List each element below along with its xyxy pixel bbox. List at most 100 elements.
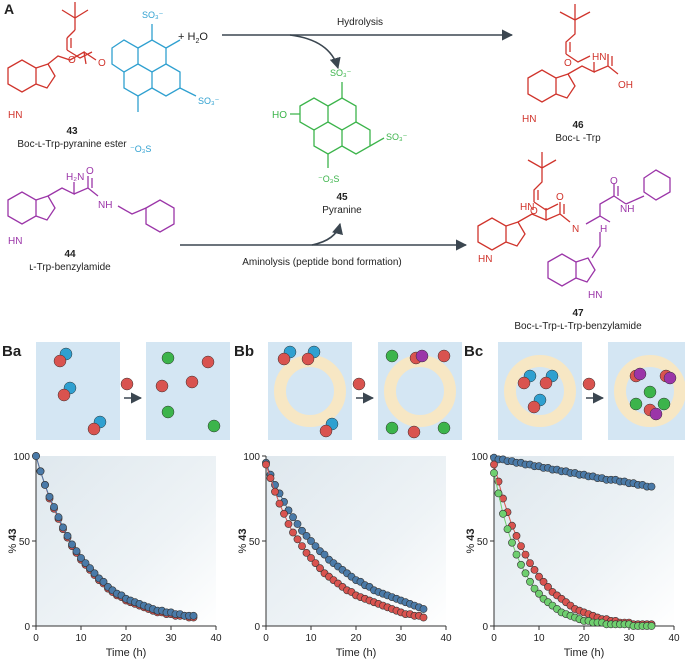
panel-ba-label: Ba	[2, 343, 22, 360]
data-point-red	[419, 613, 428, 622]
atom-o-47b: O	[556, 192, 564, 203]
so3-label-1: SO₃⁻	[142, 10, 164, 20]
data-point-blue	[99, 577, 108, 586]
data-point-green	[494, 489, 503, 498]
ester-red	[517, 376, 531, 390]
data-point-red	[521, 550, 530, 559]
plot-bc: 0 10 20 30 40 0 50 100 Time (h) % 43	[465, 452, 680, 659]
panel-bb-label: Bb	[234, 343, 254, 360]
atom-ho-45: HO	[272, 110, 287, 121]
x-tick-label: 40	[668, 633, 680, 644]
data-point-blue	[311, 542, 320, 550]
x-axis-label: Time (h)	[564, 647, 605, 659]
x-tick-label: 10	[533, 633, 545, 644]
data-point-blue	[289, 513, 297, 522]
data-point-blue	[86, 564, 94, 573]
atom-nh-47: NH	[620, 204, 634, 215]
y-tick-label: 0	[24, 622, 30, 633]
data-point-red	[311, 559, 320, 567]
atom-o-44: O	[86, 166, 94, 177]
x-tick-label: 30	[165, 633, 177, 644]
panel-a-label: A	[4, 1, 14, 17]
data-point-red	[271, 487, 279, 496]
y-tick-label: 50	[19, 537, 31, 548]
so3-label-5: SO₃⁻	[386, 132, 408, 142]
data-point-red	[266, 474, 275, 482]
schematic-bc: Bc	[464, 342, 685, 440]
so3-label-6: ⁻O₃S	[318, 174, 339, 184]
data-point-red	[526, 559, 534, 567]
plot-background	[494, 456, 674, 626]
data-point-blue	[77, 554, 85, 562]
data-point-blue	[54, 513, 63, 522]
vesicle-after	[614, 355, 685, 427]
ester-red	[57, 388, 71, 402]
atom-o-47c: O	[610, 176, 618, 187]
x-axis-label: Time (h)	[336, 647, 377, 659]
panel-bc-label: Bc	[464, 343, 483, 360]
compound-46-structure	[527, 4, 619, 103]
data-point-green	[526, 577, 534, 586]
data-point-red	[517, 542, 525, 550]
atom-o-46: O	[564, 58, 572, 69]
y-tick-label: 100	[13, 452, 30, 463]
data-point-red	[289, 528, 297, 537]
atom-h-47c: HN	[588, 290, 602, 301]
compound-46-name: Boc-ʟ -Trp	[555, 133, 601, 144]
data-point-blue	[59, 523, 67, 532]
atom-oh-46: OH	[618, 80, 633, 91]
data-point-red	[530, 566, 539, 574]
dipeptide	[415, 349, 429, 363]
data-point-blue	[72, 547, 81, 556]
data-point-green	[517, 560, 525, 569]
added-reagent	[582, 377, 596, 391]
pyranine	[385, 421, 399, 435]
data-point-red	[280, 509, 288, 518]
plot-ba: 0 10 20 30 40 0 50 100 Time (h) % 43	[7, 452, 222, 659]
data-point-green	[499, 509, 507, 518]
compound-47-number: 47	[572, 308, 584, 319]
atom-o-47: O	[530, 206, 538, 217]
x-tick-label: 40	[440, 633, 452, 644]
data-point-blue	[32, 452, 40, 460]
data-point-green	[512, 550, 521, 559]
data-point-red	[298, 542, 306, 550]
ester-red	[539, 376, 553, 390]
dipeptide	[633, 367, 647, 381]
pyranine	[207, 419, 221, 433]
ester-red	[53, 354, 67, 368]
data-point-green	[490, 469, 498, 477]
atom-o-43: O	[68, 55, 76, 66]
data-point-red	[544, 583, 552, 591]
data-point-blue	[302, 532, 311, 540]
ester-red	[87, 422, 101, 436]
compound-43-name: Boc-ʟ-Trp-pyranine ester	[17, 139, 127, 150]
atom-hn-46: HN	[592, 52, 606, 63]
aminolysis-label: Aminolysis (peptide bond formation)	[242, 257, 402, 268]
atom-nh-44: NH	[98, 200, 112, 211]
y-axis-label: % 43	[465, 528, 477, 553]
data-point-red	[302, 549, 311, 557]
data-point-green	[508, 538, 516, 547]
data-point-blue	[63, 532, 72, 540]
x-tick-label: 30	[395, 633, 407, 644]
schematic-ba: Ba	[2, 342, 230, 440]
data-point-green	[503, 525, 512, 533]
compound-43-structure	[7, 2, 197, 112]
x-tick-label: 10	[305, 633, 317, 644]
compound-44-number: 44	[64, 249, 76, 260]
ester-red	[277, 352, 291, 366]
pyranine	[161, 351, 175, 365]
pyranine	[437, 421, 451, 435]
data-point-red	[275, 499, 284, 508]
y-axis-label: % 43	[237, 528, 249, 553]
so3-label-3: ⁻O₃S	[130, 144, 151, 154]
data-point-red	[316, 564, 324, 573]
reagent-water: + H2O	[178, 31, 208, 45]
data-point-red	[490, 460, 498, 469]
x-tick-label: 0	[491, 633, 497, 644]
y-tick-label: 50	[477, 537, 489, 548]
ester-red	[301, 352, 315, 366]
x-tick-label: 0	[263, 633, 269, 644]
